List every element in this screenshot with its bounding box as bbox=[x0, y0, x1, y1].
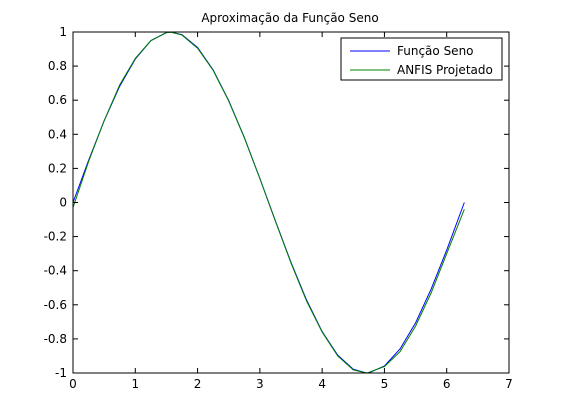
x-tick-label: 3 bbox=[256, 377, 264, 391]
y-tick-label: 0.6 bbox=[48, 93, 67, 107]
y-tick-label: 0 bbox=[59, 196, 67, 210]
y-tick-label: -0.6 bbox=[44, 298, 67, 312]
y-tick-label: -1 bbox=[55, 366, 67, 380]
x-tick-label: 4 bbox=[318, 377, 326, 391]
legend-label-funcao-seno: Função Seno bbox=[397, 44, 474, 58]
y-axis: 1 0.8 0.6 0.4 0.2 0 -0.2 -0.4 -0.6 -0.8 -1 bbox=[44, 25, 509, 380]
y-tick-label: 0.8 bbox=[48, 59, 67, 73]
x-tick-label: 6 bbox=[443, 377, 451, 391]
y-tick-label: 0.2 bbox=[48, 161, 67, 175]
y-tick-label: -0.4 bbox=[44, 264, 67, 278]
x-tick-label: 2 bbox=[194, 377, 202, 391]
x-tick-label: 0 bbox=[69, 377, 77, 391]
plot-area bbox=[73, 32, 509, 373]
legend-box bbox=[340, 37, 503, 81]
y-tick-label: -0.2 bbox=[44, 230, 67, 244]
legend: Função Seno ANFIS Projetado bbox=[340, 37, 503, 81]
y-tick-label: 0.4 bbox=[48, 127, 67, 141]
y-tick-label: 1 bbox=[59, 25, 67, 39]
x-tick-label: 7 bbox=[505, 377, 513, 391]
legend-label-anfis-projetado: ANFIS Projetado bbox=[397, 63, 493, 77]
series-line-anfis-projetado bbox=[72, 31, 465, 374]
x-axis: 0 1 2 3 4 5 6 7 bbox=[69, 32, 513, 391]
x-tick-label: 1 bbox=[131, 377, 139, 391]
chart-title: Aproximação da Função Seno bbox=[201, 11, 378, 25]
series-layer bbox=[72, 31, 465, 374]
x-tick-label: 5 bbox=[381, 377, 389, 391]
y-tick-label: -0.8 bbox=[44, 332, 67, 346]
